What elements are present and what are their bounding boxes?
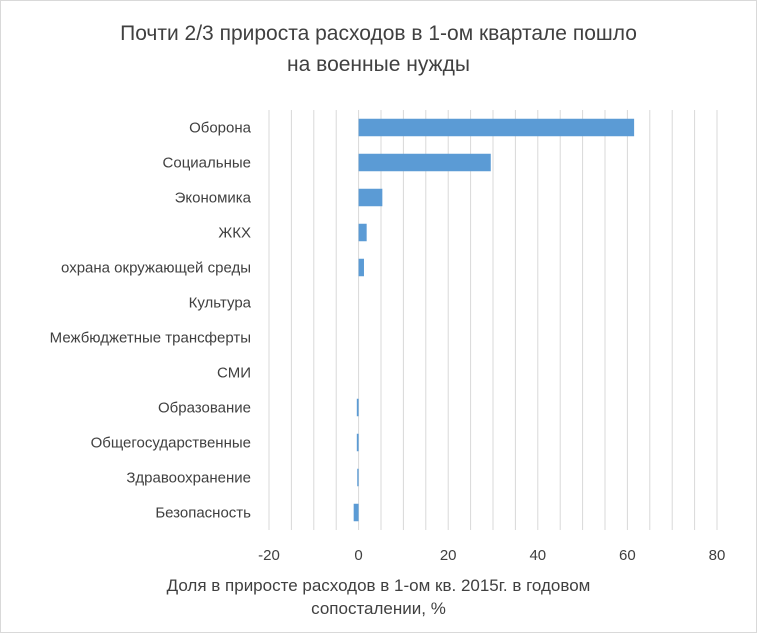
- category-label: Культура: [189, 295, 252, 312]
- chart-title: Почти 2/3 прироста расходов в 1-ом кварт…: [120, 22, 637, 76]
- x-tick-label: 0: [354, 547, 362, 564]
- category-label: Образование: [158, 400, 251, 417]
- category-label: Экономика: [175, 190, 252, 207]
- bar: [356, 433, 359, 452]
- category-labels: Оборона Социальные Экономика ЖКХ охрана окру…: [50, 120, 252, 522]
- category-label: ЖКХ: [218, 225, 251, 242]
- category-label: Здравоохранение: [126, 470, 251, 487]
- bar: [358, 153, 491, 172]
- bar: [356, 398, 359, 417]
- x-tick-label: 20: [440, 547, 457, 564]
- x-tick-label: 60: [619, 547, 636, 564]
- bar: [358, 118, 635, 137]
- category-label: СМИ: [217, 365, 251, 382]
- category-label: Общегосударственные: [91, 435, 251, 452]
- x-tick-label: 40: [529, 547, 546, 564]
- bar: [353, 503, 359, 522]
- category-label: Безопасность: [155, 505, 251, 522]
- x-tick-label: 80: [709, 547, 726, 564]
- category-label: охрана окружающей среды: [61, 260, 251, 277]
- x-tick-label: -20: [258, 547, 280, 564]
- bar: [358, 258, 364, 277]
- grid-lines: [268, 110, 718, 530]
- bar: [357, 468, 359, 487]
- bar-series: [353, 118, 635, 522]
- bar: [358, 223, 367, 242]
- x-axis-title: Доля в приросте расходов в 1-ом кв. 2015…: [166, 576, 591, 618]
- category-label: Межбюджетные трансферты: [50, 330, 251, 347]
- x-tick-labels: -20 0 20 40 60 80: [258, 547, 725, 564]
- category-label: Социальные: [163, 155, 251, 172]
- bar: [358, 188, 383, 207]
- category-label: Оборона: [189, 120, 252, 137]
